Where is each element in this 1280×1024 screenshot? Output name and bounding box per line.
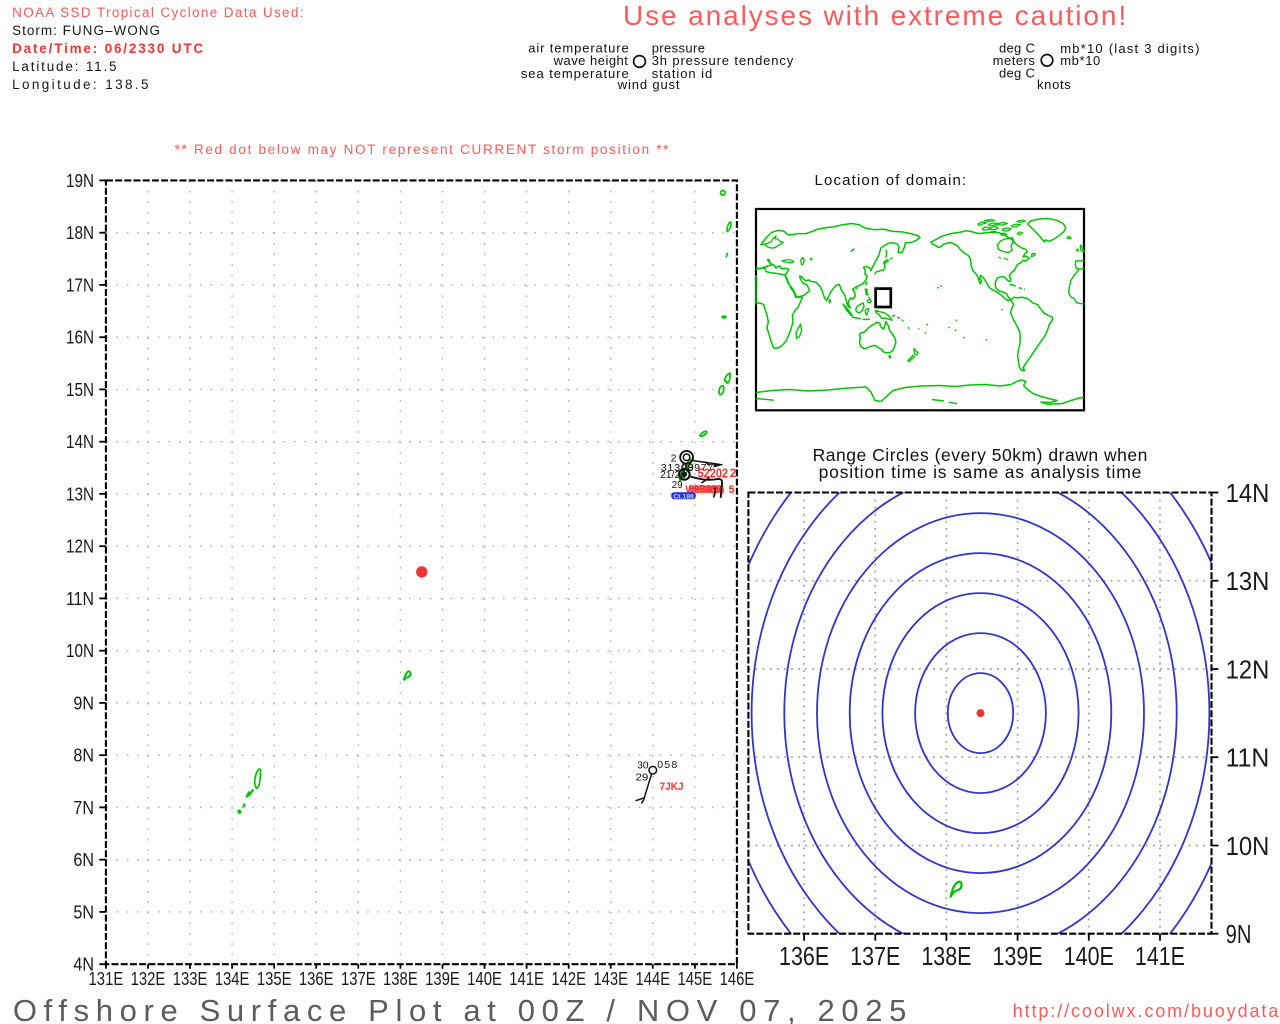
svg-text:station id: station id (652, 66, 713, 81)
svg-text:mb*10: mb*10 (1060, 53, 1101, 68)
svg-text:Ct.188: Ct.188 (673, 493, 694, 500)
svg-text:6N: 6N (73, 850, 94, 870)
svg-text:7N: 7N (73, 798, 94, 818)
svg-text:mb*10 (last 3 digits): mb*10 (last 3 digits) (1060, 41, 1201, 56)
svg-text:Date/Time: 06/2330 UTC: Date/Time: 06/2330 UTC (12, 41, 205, 56)
svg-text:88B888: 88B888 (689, 483, 722, 495)
svg-text:air temperature: air temperature (528, 40, 629, 55)
svg-text:141E: 141E (1135, 941, 1185, 971)
svg-text:140E: 140E (1064, 941, 1114, 971)
svg-text:15N: 15N (66, 380, 94, 400)
svg-text:17N: 17N (66, 275, 94, 295)
svg-text:2: 2 (730, 466, 737, 480)
svg-text:5N: 5N (73, 902, 94, 922)
svg-text:18N: 18N (66, 223, 94, 243)
svg-text:143E: 143E (593, 969, 628, 989)
svg-text:139E: 139E (993, 941, 1043, 971)
svg-text:4N: 4N (73, 955, 94, 975)
svg-text:2: 2 (671, 453, 677, 465)
svg-text:141E: 141E (509, 969, 544, 989)
svg-text:12N: 12N (66, 537, 94, 557)
svg-text:Location of domain:: Location of domain: (815, 172, 968, 189)
svg-text:31308977: 31308977 (661, 462, 714, 474)
svg-text:133E: 133E (173, 969, 208, 989)
svg-text:meters: meters (993, 53, 1036, 68)
svg-text:11N: 11N (1226, 743, 1270, 773)
svg-text:pressure: pressure (652, 40, 706, 55)
svg-text:134E: 134E (215, 969, 250, 989)
svg-text:30: 30 (637, 759, 648, 771)
svg-text:Offshore Surface Plot at 00Z /: Offshore Surface Plot at 00Z / NOV 07, 2… (13, 993, 913, 1024)
svg-text:29: 29 (636, 772, 649, 784)
svg-text:14N: 14N (1226, 478, 1270, 508)
svg-text:8N: 8N (73, 746, 94, 766)
svg-text:29: 29 (672, 479, 683, 491)
svg-text:058: 058 (657, 759, 678, 771)
svg-text:** Red dot below may NOT repre: ** Red dot below may NOT represent CURRE… (175, 142, 671, 157)
svg-text:140E: 140E (467, 969, 502, 989)
svg-text:Range Circles (every 50km) dra: Range Circles (every 50km) drawn when (813, 445, 1148, 465)
svg-text:10N: 10N (1226, 831, 1270, 861)
svg-text:http://coolwx.com/buoydata: http://coolwx.com/buoydata (1013, 1001, 1280, 1021)
svg-text:Storm: FUNG–WONG: Storm: FUNG–WONG (12, 23, 161, 38)
svg-text:136E: 136E (299, 969, 334, 989)
svg-text:NOAA SSD Tropical Cyclone Data: NOAA SSD Tropical Cyclone Data Used: (12, 5, 305, 20)
svg-text:knots: knots (1037, 77, 1071, 92)
svg-text:Latitude: 11.5: Latitude: 11.5 (12, 59, 118, 74)
svg-text:13N: 13N (1226, 566, 1270, 596)
svg-text:deg C: deg C (999, 66, 1035, 81)
svg-text:145E: 145E (678, 969, 713, 989)
svg-text:9N: 9N (73, 693, 94, 713)
svg-text:138E: 138E (383, 969, 418, 989)
svg-text:sea temperature: sea temperature (521, 66, 630, 81)
svg-text:wave height: wave height (553, 53, 629, 68)
svg-text:137E: 137E (850, 941, 900, 971)
svg-text:16N: 16N (66, 328, 94, 348)
svg-text:deg C: deg C (999, 40, 1035, 55)
svg-text:12N: 12N (1226, 654, 1270, 684)
svg-text:135E: 135E (257, 969, 292, 989)
svg-text:5: 5 (729, 484, 735, 496)
svg-text:14N: 14N (66, 432, 94, 452)
svg-text:132E: 132E (131, 969, 166, 989)
svg-text:09: 09 (682, 461, 694, 473)
svg-text:9N: 9N (1226, 919, 1252, 949)
svg-text:13N: 13N (66, 484, 94, 504)
svg-text:142E: 142E (551, 969, 586, 989)
svg-text:Use analyses with extreme caut: Use analyses with extreme caution! (623, 0, 1128, 31)
svg-text:11N: 11N (66, 589, 94, 609)
svg-text:3h pressure tendency: 3h pressure tendency (652, 53, 794, 68)
svg-text:139E: 139E (425, 969, 460, 989)
svg-text:Longitude: 138.5: Longitude: 138.5 (12, 77, 151, 92)
svg-text:137E: 137E (341, 969, 376, 989)
svg-text:52202: 52202 (698, 466, 728, 480)
svg-text:136E: 136E (779, 941, 829, 971)
svg-text:position time is same as analy: position time is same as analysis time (819, 462, 1143, 482)
svg-text:10N: 10N (66, 641, 94, 661)
svg-text:138E: 138E (921, 941, 971, 971)
svg-text:5888S6: 5888S6 (692, 484, 725, 496)
svg-text:wind gust: wind gust (617, 77, 681, 92)
svg-text:131E: 131E (89, 969, 124, 989)
svg-text:19N: 19N (66, 171, 94, 191)
svg-text:146E: 146E (720, 969, 755, 989)
svg-text:144E: 144E (635, 969, 670, 989)
svg-text:7JKJ: 7JKJ (660, 781, 684, 793)
